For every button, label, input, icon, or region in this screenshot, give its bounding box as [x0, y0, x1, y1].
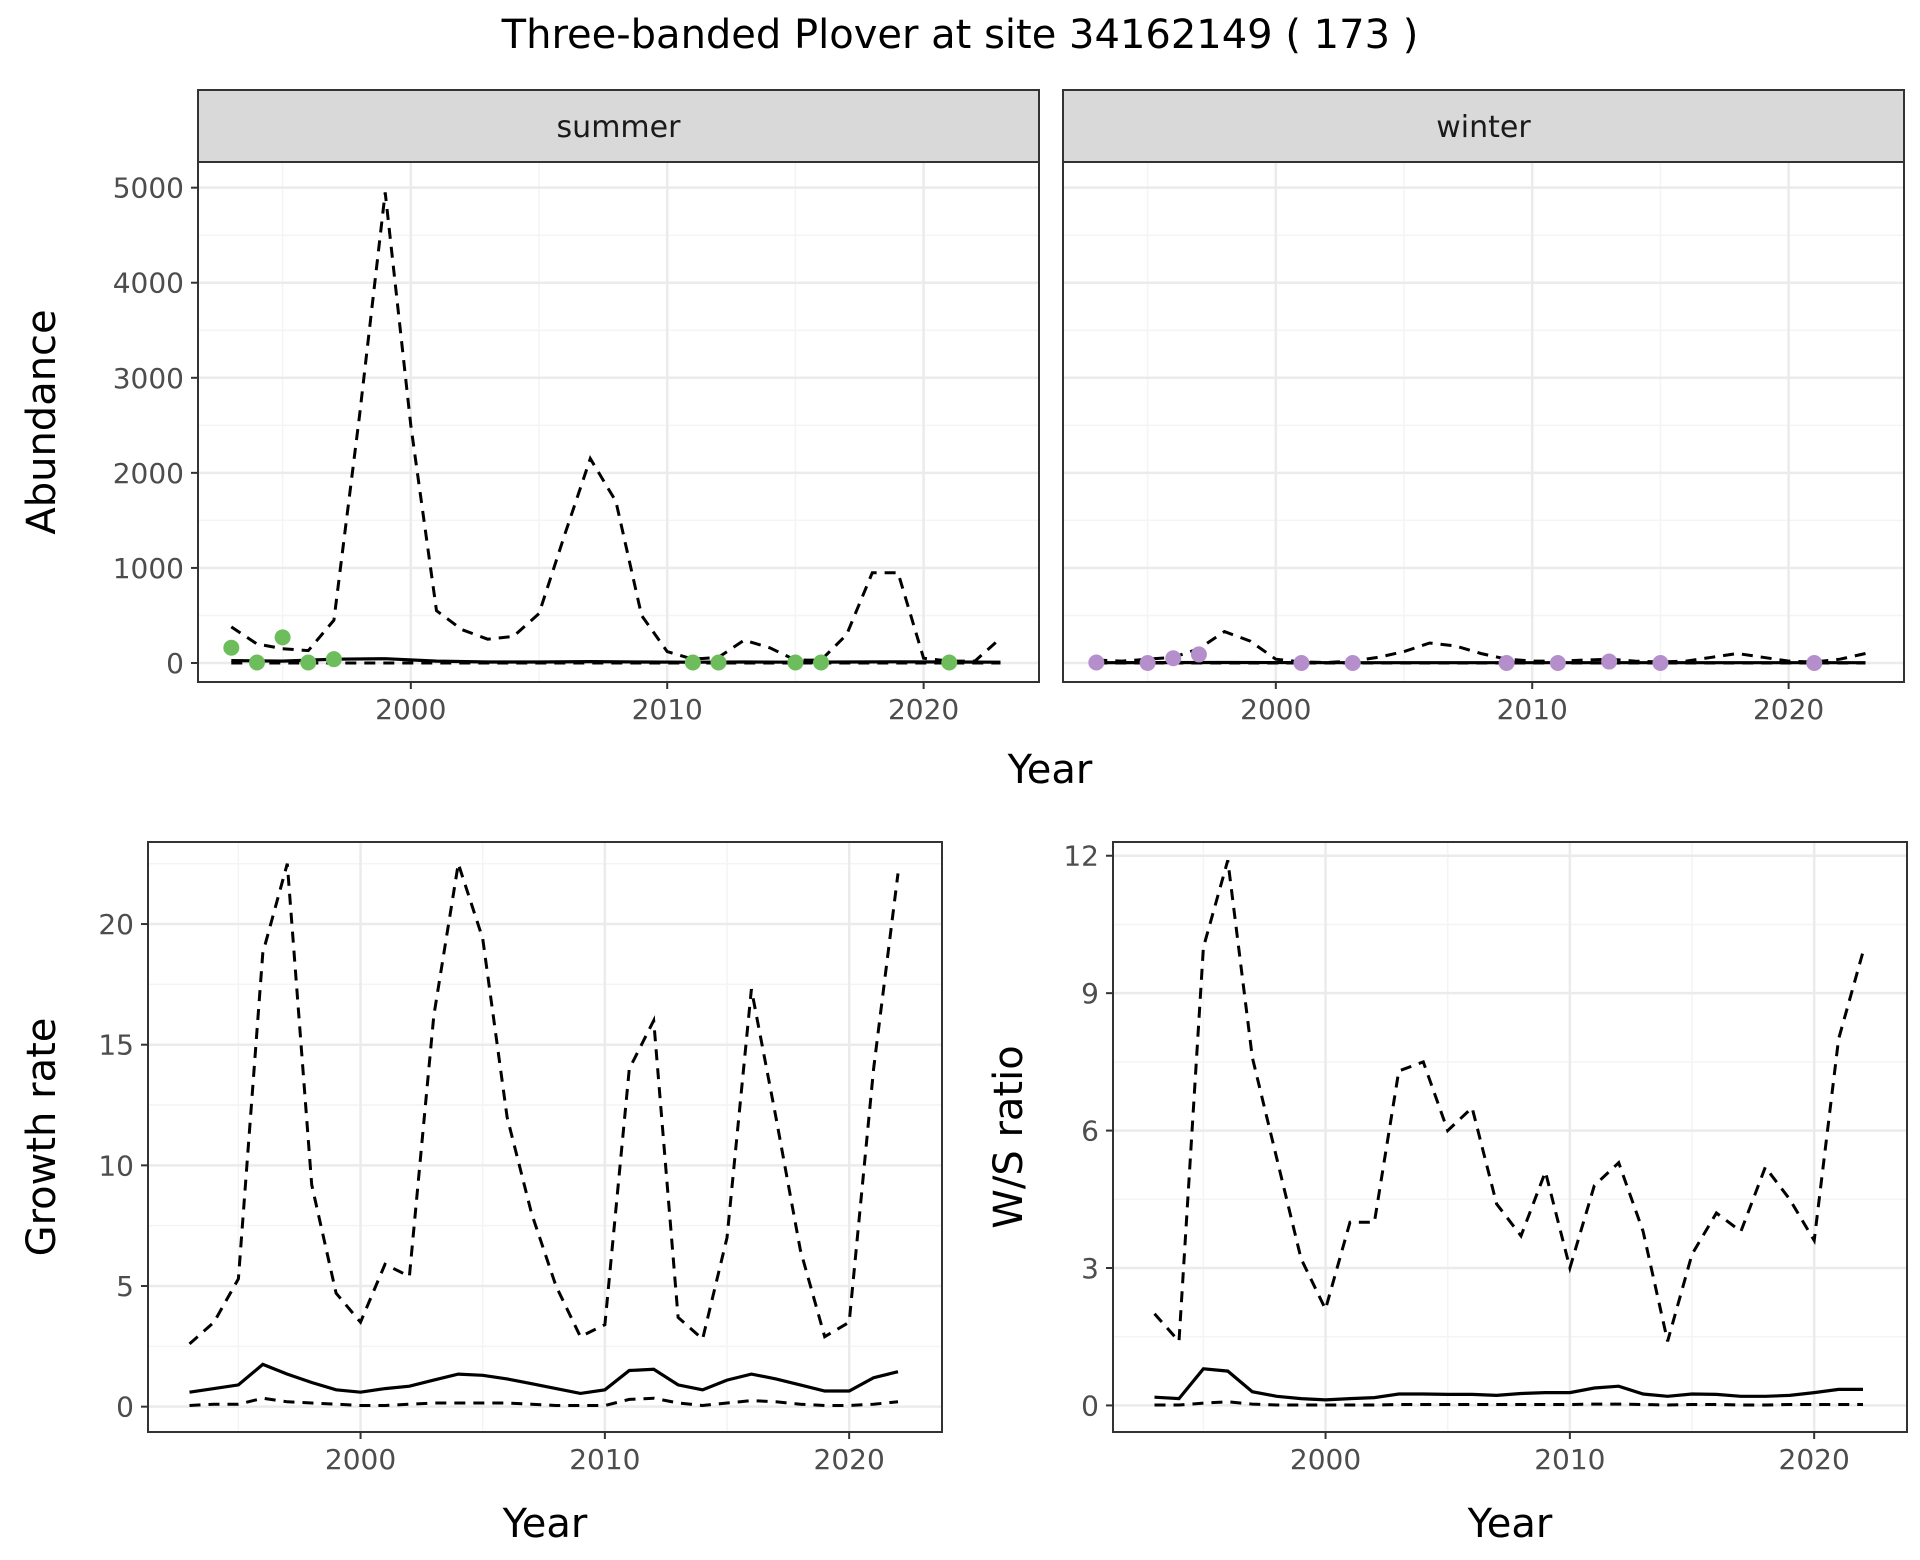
- y-axis-title: Growth rate: [19, 1018, 65, 1257]
- observation-point: [248, 654, 265, 671]
- y-tick-label: 3: [1081, 1252, 1099, 1285]
- x-tick-label: 2010: [1497, 693, 1568, 726]
- observation-point: [941, 654, 958, 671]
- y-tick-label: 0: [166, 647, 184, 680]
- x-tick-label: 2000: [325, 1443, 396, 1476]
- chart-title: Three-banded Plover at site 34162149 ( 1…: [501, 12, 1419, 58]
- y-tick-label: 4000: [113, 267, 184, 300]
- y-axis-title: W/S ratio: [986, 1045, 1032, 1228]
- x-tick-label: 2020: [888, 693, 959, 726]
- observation-point: [1652, 654, 1669, 671]
- observation-point: [274, 629, 291, 646]
- upper-bound-line: [1153, 859, 1865, 1345]
- observation-point: [1165, 650, 1182, 667]
- winter-panel: 2000 2010 2020: [1062, 161, 1905, 726]
- upper-bound-line: [188, 863, 900, 1346]
- lower-bound-line: [1154, 1400, 1863, 1407]
- facet-strip: [197, 89, 1040, 163]
- observation-point: [300, 654, 317, 671]
- y-tick-label: 20: [98, 908, 134, 941]
- x-tick-label: 2020: [814, 1443, 885, 1476]
- summer-panel: 2000 2010 2020 0 1000 2000 3000 4000 5000: [113, 161, 1040, 726]
- x-tick-label: 2010: [569, 1443, 640, 1476]
- x-tick-label: 2020: [1753, 693, 1824, 726]
- x-axis-title: Year: [1007, 747, 1093, 793]
- panel-border: [147, 841, 943, 1433]
- panel-border: [197, 161, 1040, 683]
- y-tick-label: 12: [1063, 840, 1099, 873]
- mean-line: [189, 1362, 899, 1396]
- facet-strip-label: winter: [1436, 110, 1531, 145]
- y-tick-label: 0: [116, 1391, 134, 1424]
- upper-bound-line: [230, 192, 1002, 663]
- observation-point: [325, 651, 342, 668]
- observation-point: [1498, 654, 1515, 671]
- y-tick-label: 3000: [113, 362, 184, 395]
- upper-bound-line: [1096, 629, 1866, 665]
- mean-line: [1154, 1367, 1863, 1402]
- y-tick-label: 9: [1081, 977, 1099, 1010]
- observation-point: [1190, 646, 1207, 663]
- observation-point: [1293, 654, 1310, 671]
- y-tick-label: 5000: [113, 172, 184, 205]
- y-tick-label: 2000: [113, 457, 184, 490]
- lower-bound-line: [189, 1396, 899, 1408]
- observation-point: [710, 654, 727, 671]
- x-tick-label: 2000: [375, 693, 446, 726]
- y-tick-label: 15: [98, 1029, 134, 1062]
- panel-background: [1063, 162, 1904, 682]
- growth-rate-panel: 2000 2010 2020 0 5 10 15 20: [98, 841, 943, 1476]
- x-tick-label: 2020: [1779, 1443, 1850, 1476]
- x-tick-label: 2000: [1240, 693, 1311, 726]
- observation-point: [1344, 654, 1361, 671]
- observation-point: [1601, 653, 1618, 670]
- observation-point: [223, 639, 240, 656]
- mean-line: [231, 657, 1001, 664]
- observation-point: [1549, 654, 1566, 671]
- y-tick-label: 10: [98, 1149, 134, 1182]
- observation-point: [787, 654, 804, 671]
- panel-background: [1113, 842, 1907, 1432]
- panel-background: [198, 162, 1039, 682]
- panel-background: [148, 842, 942, 1432]
- observation-point: [813, 654, 830, 671]
- x-tick-label: 2010: [1534, 1443, 1605, 1476]
- y-axis-title: Abundance: [19, 309, 65, 534]
- panel-border: [1112, 841, 1908, 1433]
- facet-strip-label: summer: [557, 110, 682, 145]
- x-axis-title: Year: [1467, 1501, 1553, 1547]
- y-tick-label: 5: [116, 1270, 134, 1303]
- y-tick-label: 1000: [113, 552, 184, 585]
- observation-point: [1088, 654, 1105, 671]
- y-tick-label: 6: [1081, 1115, 1099, 1148]
- ws-ratio-panel: 2000 2010 2020 0 3 6 9 12: [1063, 840, 1908, 1476]
- panel-border: [1062, 161, 1905, 683]
- x-tick-label: 2010: [632, 693, 703, 726]
- x-axis-title: Year: [502, 1501, 588, 1547]
- observation-point: [1806, 654, 1823, 671]
- y-tick-label: 0: [1081, 1389, 1099, 1422]
- facet-strip: [1062, 89, 1905, 163]
- observation-point: [1139, 654, 1156, 671]
- x-tick-label: 2000: [1290, 1443, 1361, 1476]
- observation-point: [684, 654, 701, 671]
